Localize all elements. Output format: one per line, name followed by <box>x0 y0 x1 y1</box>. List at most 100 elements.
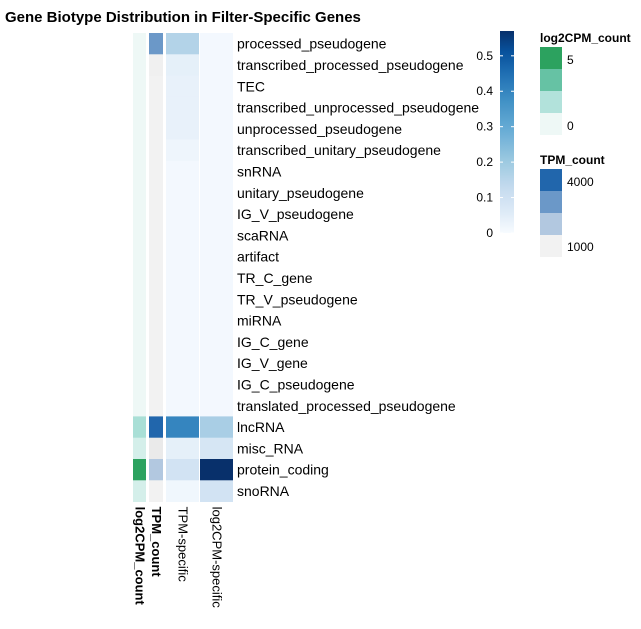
heatmap-cell <box>200 224 233 247</box>
heatmap-cell <box>200 352 233 375</box>
row-label: IG_V_pseudogene <box>237 206 354 222</box>
heatmap-cell <box>166 75 199 98</box>
annotation-cell <box>133 33 146 55</box>
colorbar-tick-label: 0 <box>486 226 493 240</box>
heatmap-cell <box>166 33 199 55</box>
legend-swatch <box>540 191 562 213</box>
heatmap-cell <box>166 416 199 439</box>
row-label: IG_C_gene <box>237 334 309 350</box>
annotation-cell <box>149 75 163 98</box>
annotation-cell <box>149 288 163 311</box>
row-label: scaRNA <box>237 227 289 243</box>
annotation-cell <box>149 352 163 375</box>
heatmap-cell <box>166 54 199 76</box>
heatmap-cell <box>200 54 233 76</box>
annotation-cell <box>149 416 163 439</box>
annotation-cell <box>133 96 146 119</box>
heatmap-cell <box>200 288 233 311</box>
annotation-cell <box>133 139 146 162</box>
annotation-cell <box>149 118 163 140</box>
annotation-cell <box>149 437 163 460</box>
heatmap-cell <box>166 160 199 183</box>
heatmap-cell <box>200 480 233 502</box>
heatmap-cell <box>166 139 199 162</box>
annotation-cell <box>149 246 163 268</box>
annotation-cell <box>133 288 146 311</box>
heatmap-cell <box>166 480 199 502</box>
legend-label: 0 <box>567 119 574 133</box>
colorbar-tick-label: 0.5 <box>476 49 493 63</box>
heatmap-cell <box>166 118 199 140</box>
row-label: snoRNA <box>237 483 290 499</box>
row-label: protein_coding <box>237 462 329 478</box>
annotation-cell <box>133 118 146 140</box>
colorbar-tick-label: 0.2 <box>476 155 493 169</box>
legend-label: 4000 <box>567 175 594 189</box>
row-label: transcribed_unitary_pseudogene <box>237 142 441 158</box>
heatmap-cell <box>200 182 233 204</box>
annotation-cell <box>133 246 146 268</box>
row-label: transcribed_unprocessed_pseudogene <box>237 100 479 116</box>
heatmap-cell <box>166 224 199 247</box>
colorbar-tick-label: 0.3 <box>476 120 493 134</box>
row-label: misc_RNA <box>237 440 304 456</box>
annotation-cell <box>133 416 146 439</box>
heatmap-cell <box>200 331 233 353</box>
colorbar-tick-label: 0.1 <box>476 191 493 205</box>
heatmap-cell <box>166 395 199 417</box>
legend-swatch <box>540 47 562 69</box>
legend-swatch <box>540 169 562 191</box>
row-label: lncRNA <box>237 419 285 435</box>
annotation-cell <box>149 459 163 481</box>
annotation-cell <box>149 267 163 289</box>
row-label: snRNA <box>237 163 282 179</box>
heatmap-cells <box>133 33 233 502</box>
heatmap-cell <box>166 203 199 226</box>
heatmap-cell <box>200 118 233 140</box>
heatmap-cell <box>200 459 233 481</box>
heatmap-cell <box>200 437 233 460</box>
column-label: TPM_count <box>149 507 164 578</box>
heatmap-cell <box>200 246 233 268</box>
row-label: transcribed_processed_pseudogene <box>237 57 464 73</box>
heatmap-cell <box>200 203 233 226</box>
annotation-cell <box>133 480 146 502</box>
heatmap-cell <box>166 459 199 481</box>
annotation-cell <box>149 395 163 417</box>
heatmap-cell <box>166 437 199 460</box>
annotation-cell <box>133 267 146 289</box>
heatmap-cell <box>166 309 199 332</box>
legend-swatch <box>540 91 562 113</box>
row-label: translated_processed_pseudogene <box>237 398 456 414</box>
legend-title: log2CPM_count <box>540 31 631 45</box>
heatmap-cell <box>166 267 199 289</box>
annotation-cell <box>149 373 163 396</box>
heatmap-cell <box>166 182 199 204</box>
annotation-cell <box>149 33 163 55</box>
heatmap-cell <box>200 139 233 162</box>
annotation-cell <box>149 309 163 332</box>
annotation-cell <box>133 459 146 481</box>
heatmap-cell <box>166 331 199 353</box>
colorbar-legend: 0 0.1 0.2 0.3 0.4 0.5 <box>476 31 514 240</box>
log2cpm-count-legend: log2CPM_count 5 0 <box>540 31 631 135</box>
annotation-cell <box>149 203 163 226</box>
annotation-cell <box>133 54 146 76</box>
colorbar-tick-label: 0.4 <box>476 84 493 98</box>
row-label: IG_C_pseudogene <box>237 376 355 392</box>
row-label: processed_pseudogene <box>237 36 387 52</box>
colorbar-gradient <box>500 31 514 233</box>
heatmap-cell <box>200 267 233 289</box>
legend-swatch <box>540 235 562 257</box>
heatmap-cell <box>200 75 233 98</box>
heatmap-cell <box>166 246 199 268</box>
annotation-cell <box>133 309 146 332</box>
legend-swatch <box>540 69 562 91</box>
annotation-cell <box>149 54 163 76</box>
row-label: IG_V_gene <box>237 355 308 371</box>
row-label: unprocessed_pseudogene <box>237 121 402 137</box>
annotation-cell <box>133 182 146 204</box>
heatmap-cell <box>166 288 199 311</box>
annotation-cell <box>149 160 163 183</box>
